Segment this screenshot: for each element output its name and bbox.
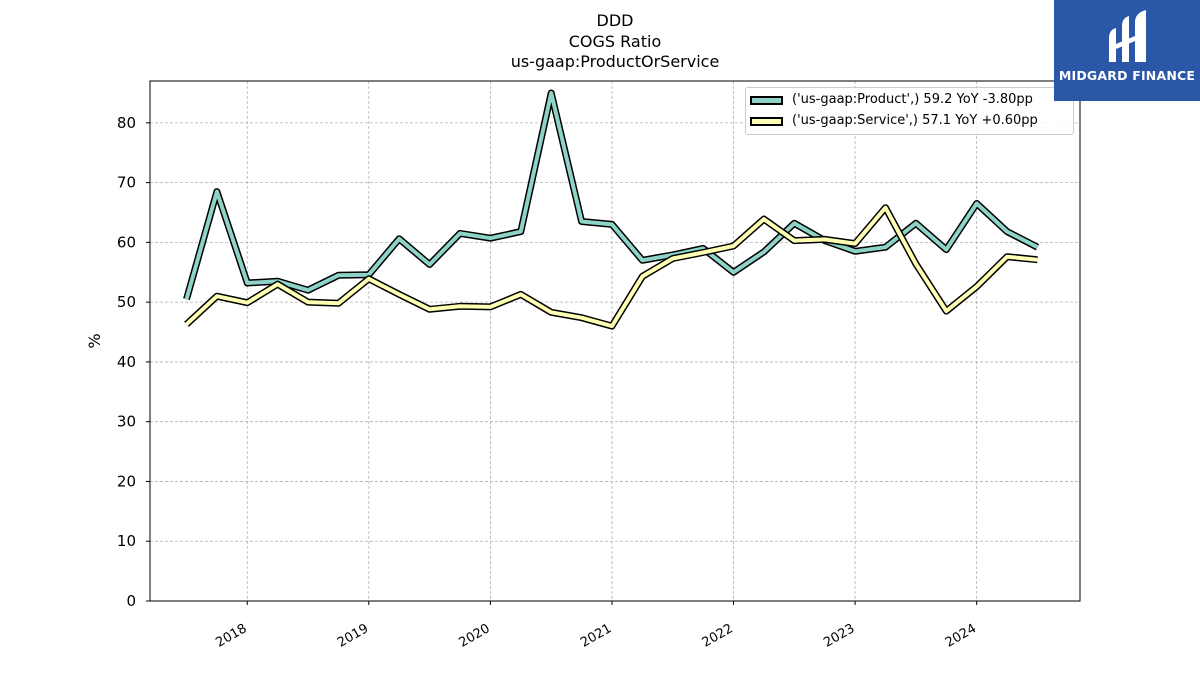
series-line-service bbox=[185, 205, 1038, 329]
legend-label-product: ('us-gaap:Product',) 59.2 YoY -3.80pp bbox=[792, 92, 1033, 107]
legend-swatch-product bbox=[750, 96, 783, 105]
y-tick-label: 60 bbox=[117, 233, 136, 251]
series-line-product bbox=[184, 91, 1039, 300]
legend-label-service: ('us-gaap:Service',) 57.1 YoY +0.60pp bbox=[792, 113, 1038, 128]
y-tick-label: 30 bbox=[117, 413, 136, 431]
chart-title-ticker: DDD bbox=[596, 11, 634, 30]
y-tick-label: 10 bbox=[117, 532, 136, 550]
x-tick-label: 2022 bbox=[700, 621, 736, 651]
chart-title-metric: COGS Ratio bbox=[568, 32, 662, 51]
plot-frame bbox=[149, 80, 1081, 602]
x-tick-label: 2018 bbox=[213, 621, 249, 651]
y-axis: 0 10 20 30 40 50 60 70 80 bbox=[117, 114, 150, 610]
midgard-finance-logo: MIDGARD FINANCE bbox=[1054, 0, 1200, 101]
legend: ('us-gaap:Product',) 59.2 YoY -3.80pp ('… bbox=[745, 87, 1074, 135]
grid bbox=[150, 81, 1080, 602]
legend-swatch-service bbox=[750, 117, 783, 126]
x-tick-label: 2019 bbox=[335, 621, 371, 651]
x-axis: 2018 2019 2020 2021 2022 2023 2024 bbox=[213, 601, 979, 651]
y-axis-label: % bbox=[85, 333, 104, 348]
legend-item-product: ('us-gaap:Product',) 59.2 YoY -3.80pp bbox=[746, 91, 1073, 111]
y-tick-label: 20 bbox=[117, 472, 136, 490]
x-tick-label: 2021 bbox=[578, 621, 614, 651]
y-tick-label: 80 bbox=[117, 114, 136, 132]
x-tick-label: 2020 bbox=[457, 621, 493, 651]
midgard-logo-icon bbox=[1109, 10, 1146, 62]
logo-text: MIDGARD FINANCE bbox=[1058, 68, 1196, 83]
y-tick-label: 50 bbox=[117, 293, 136, 311]
chart-title-dimension: us-gaap:ProductOrService bbox=[510, 52, 720, 71]
legend-item-service: ('us-gaap:Service',) 57.1 YoY +0.60pp bbox=[746, 112, 1073, 132]
x-tick-label: 2023 bbox=[821, 621, 857, 651]
x-tick-label: 2024 bbox=[943, 621, 979, 651]
series-lines bbox=[183, 89, 1040, 330]
y-tick-label: 40 bbox=[117, 353, 136, 371]
y-tick-label: 0 bbox=[126, 592, 136, 610]
y-tick-label: 70 bbox=[117, 174, 136, 192]
